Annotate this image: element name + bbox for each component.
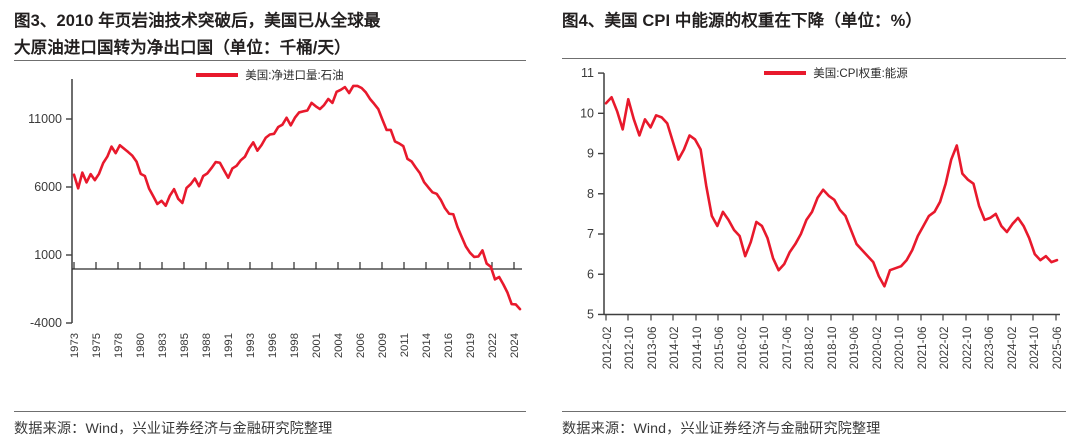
figure-3-xtick-label: 1980 (135, 333, 147, 358)
figure-3-xtick-label: 2014 (421, 333, 433, 358)
figure-3-title-line2: 大原油进口国转为净出口国（单位：千桶/天） (14, 38, 351, 57)
figure-3-chart-svg: 11000 6000 1000 -4000 (28, 79, 522, 358)
figure-4-footer: 数据来源：Wind，兴业证券经济与金融研究院整理 (562, 409, 1066, 444)
figure-4-title-block: 图4、美国 CPI 中能源的权重在下降（单位：%） (562, 0, 1066, 56)
figure-4-xtick-label: 2016-02 (736, 327, 749, 370)
figure-4-x-labels: 2012-02 2012-10 2013-06 2014-02 2014-10 … (601, 326, 1064, 369)
figure-3-xtick-label: 2001 (311, 333, 323, 358)
figure-4-xtick-label: 2019-06 (848, 327, 861, 370)
figure-4-xtick-label: 2025-06 (1051, 327, 1064, 370)
figure-3-ytick-label: 6000 (34, 180, 62, 194)
figure-4-xtick-label: 2012-10 (623, 326, 636, 369)
figure-4-title-line1: 图4、美国 CPI 中能源的权重在下降（单位：%） (562, 12, 923, 30)
figure-4-xtick-label: 2018-10 (826, 326, 839, 369)
figure-4-xtick-label: 2020-10 (893, 326, 906, 369)
figure-4-title-divider (562, 58, 1066, 59)
figure-3-xtick-label: 2022 (487, 333, 499, 358)
figure-3-ytick-label: 11000 (28, 112, 62, 126)
figure-4-xtick-label: 2013-06 (646, 327, 659, 370)
figure-4-footer-divider (562, 411, 1066, 412)
figure-3-series-line (72, 84, 522, 311)
figure-4-xtick-label: 2022-10 (961, 326, 974, 369)
figure-3-footer-divider (14, 411, 526, 412)
figure-3-xtick-label: 2024 (509, 333, 521, 358)
figure-3-xtick-label: 2004 (333, 333, 345, 358)
figure-3-xtick-label: 1983 (157, 333, 169, 358)
figure-4-xtick-label: 2023-06 (983, 327, 996, 370)
figure-panel-3: 图3、2010 年页岩油技术突破后，美国已从全球最 大原油进口国转为净出口国（单… (14, 0, 526, 444)
figure-3-x-ticks (73, 262, 515, 269)
figure-3-title-divider (14, 60, 526, 61)
figure-3-plot-area: 美国:净进口量:石油 11000 6000 1000 -4000 (14, 61, 526, 409)
figure-panel-4: 图4、美国 CPI 中能源的权重在下降（单位：%） 美国:CPI权重:能源 (540, 0, 1080, 444)
figure-4-xtick-label: 2012-02 (601, 327, 614, 370)
figure-4-xtick-label: 2014-02 (668, 327, 681, 370)
figure-3-xtick-label: 1988 (201, 333, 213, 358)
figure-4-xtick-label: 2022-02 (938, 327, 951, 370)
figure-4-ytick-label: 6 (587, 267, 594, 281)
figure-4-ytick-label: 9 (587, 147, 594, 161)
figure-3-ytick-label: 1000 (34, 248, 62, 262)
figure-3-xtick-label: 1991 (223, 333, 235, 358)
figure-4-xtick-label: 2018-02 (803, 327, 816, 370)
figure-3-y-ticks: 11000 6000 1000 -4000 (28, 112, 72, 330)
figure-3-xtick-label: 1996 (267, 333, 279, 358)
figure-3-xtick-label: 2009 (377, 333, 389, 358)
figure-4-xtick-label: 2016-10 (758, 326, 771, 369)
figure-4-ytick-label: 10 (580, 106, 594, 120)
figure-4-series-line (604, 95, 1059, 288)
figure-3-xtick-label: 2019 (465, 333, 477, 358)
figure-4-xtick-label: 2024-02 (1006, 327, 1019, 370)
figure-4-xtick-label: 2024-10 (1028, 326, 1041, 369)
figure-4-xtick-label: 2020-02 (871, 327, 884, 370)
figure-4-xtick-label: 2015-06 (713, 327, 726, 370)
figure-3-footer: 数据来源：Wind，兴业证券经济与金融研究院整理 (14, 409, 526, 444)
figure-4-xtick-label: 2017-06 (781, 327, 794, 370)
figure-3-xtick-label: 1998 (289, 333, 301, 358)
figure-3-title-line1: 图3、2010 年页岩油技术突破后，美国已从全球最 (14, 12, 381, 30)
figure-3-xtick-label: 1993 (245, 333, 257, 358)
figure-3-source-note: 数据来源：Wind，兴业证券经济与金融研究院整理 (14, 421, 333, 437)
figure-3-xtick-label: 1973 (69, 333, 81, 358)
figure-3-title-block: 图3、2010 年页岩油技术突破后，美国已从全球最 大原油进口国转为净出口国（单… (14, 0, 526, 58)
figure-4-chart-svg: 11 10 9 8 7 6 5 (580, 66, 1064, 369)
figure-3-x-labels: 1973 1975 1978 1980 1983 1985 1988 1991 … (69, 333, 521, 358)
figure-4-source-note: 数据来源：Wind，兴业证券经济与金融研究院整理 (562, 421, 881, 437)
figure-3-xtick-label: 1985 (179, 333, 191, 358)
figure-3-xtick-label: 1978 (113, 333, 125, 358)
figure-4-plot-area: 美国:CPI权重:能源 11 10 9 8 (562, 59, 1066, 409)
figure-3-xtick-label: 1975 (91, 333, 103, 358)
figure-4-xtick-label: 2021-06 (916, 327, 929, 370)
figure-3-ytick-label: -4000 (30, 316, 62, 330)
figure-4-ytick-label: 8 (587, 187, 594, 201)
figure-4-xtick-label: 2014-10 (691, 326, 704, 369)
figure-4-ytick-label: 5 (587, 307, 594, 321)
figure-3-xtick-label: 2011 (399, 333, 411, 357)
figure-3-xtick-label: 2006 (355, 333, 367, 358)
figure-4-ytick-label: 7 (587, 227, 594, 241)
figure-3-xtick-label: 2016 (443, 333, 455, 358)
figure-4-ytick-label: 11 (581, 66, 594, 80)
figure-4-x-ticks (605, 314, 1057, 321)
figure-4-y-ticks: 11 10 9 8 7 6 5 (580, 66, 604, 321)
